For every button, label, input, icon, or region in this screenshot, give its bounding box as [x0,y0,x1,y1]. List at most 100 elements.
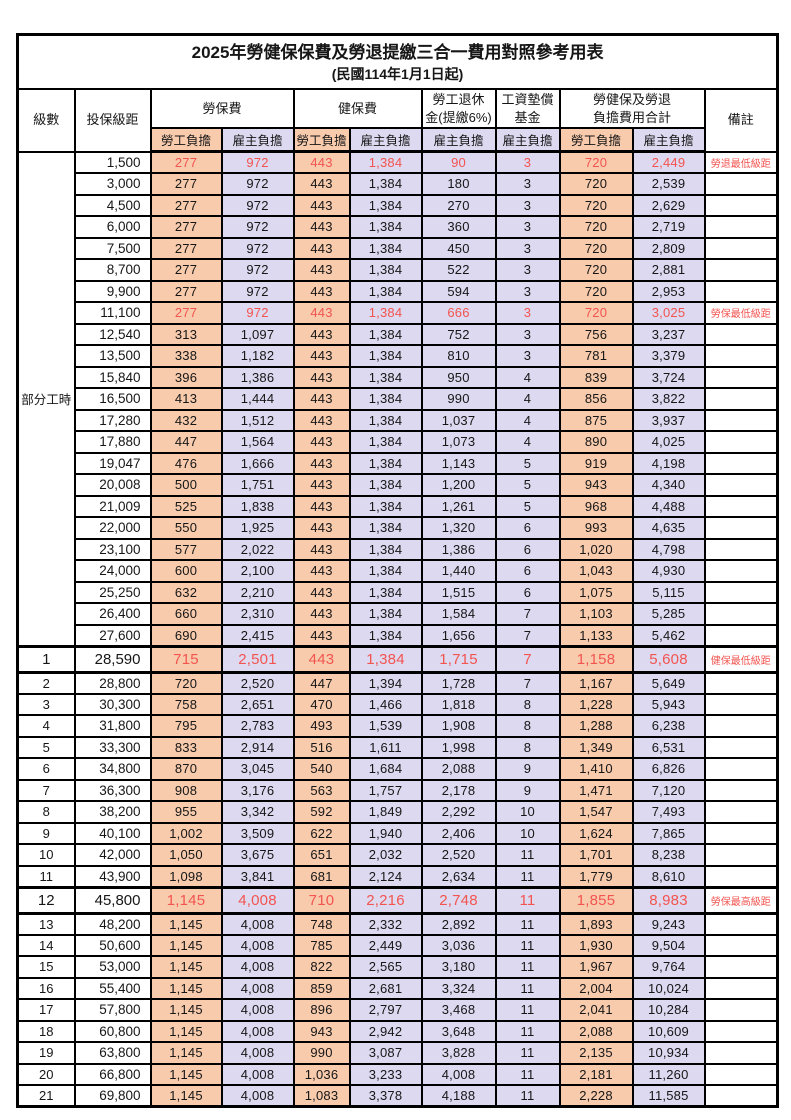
wage-fund-employer-fee: 6 [494,580,561,604]
pension-employer-fee: 1,320 [420,516,497,540]
labor-ins-employee-fee: 690 [149,623,223,647]
pension-employer-fee: 666 [420,301,497,325]
insured-bracket-cell: 1,500 [73,150,152,174]
level-cell: 5 [16,735,76,759]
total-employee-fee: 720 [558,193,634,217]
wage-fund-employer-fee: 3 [494,279,561,303]
pension-employer-fee: 522 [420,258,497,282]
pension-employer-fee: 1,386 [420,537,497,561]
pension-employer-fee: 2,088 [420,757,497,781]
health-ins-employer-fee: 1,394 [348,671,423,695]
labor-ins-employer-fee: 1,564 [220,430,295,454]
total-employee-fee: 1,288 [558,714,634,738]
wage-fund-employer-fee: 4 [494,365,561,389]
total-employer-fee: 2,539 [631,172,706,196]
table-row: 10 42,000 1,050 3,675 651 2,032 2,520 11 1,701 8,… [16,843,779,867]
total-employee-fee: 2,181 [558,1062,634,1086]
labor-ins-employee-fee: 1,145 [149,1062,223,1086]
pension-employer-fee: 990 [420,387,497,411]
total-employee-fee: 993 [558,516,634,540]
remark-cell [703,671,779,695]
remark-cell [703,387,779,411]
table-row: 23,100 577 2,022 443 1,384 1,386 6 1,020 4,798 [18,537,779,561]
col-header-bracket: 投保級距 [73,88,152,153]
pension-employer-fee: 360 [420,215,497,239]
total-employee-fee: 890 [558,430,634,454]
insured-bracket-cell: 50,600 [73,933,152,957]
total-employer-fee: 2,881 [631,258,706,282]
pension-employer-fee: 450 [420,236,497,260]
table-row: 27,600 690 2,415 443 1,384 1,656 7 1,133 5,462 [18,623,779,647]
total-employer-fee: 8,238 [631,843,706,867]
total-employee-fee: 968 [558,494,634,518]
health-ins-employer-fee: 2,124 [348,864,423,888]
health-ins-employee-fee: 470 [292,692,351,716]
wage-fund-employer-fee: 7 [494,602,561,626]
pension-employer-fee: 1,998 [420,735,497,759]
remark-cell [703,692,779,716]
insured-bracket-cell: 28,800 [73,671,152,695]
level-cell: 21 [16,1084,76,1108]
wage-fund-employer-fee: 11 [494,1084,561,1108]
total-employee-fee: 720 [558,258,634,282]
insured-bracket-cell: 11,100 [73,301,152,325]
pension-employer-fee: 1,656 [420,623,497,647]
labor-ins-employee-fee: 632 [149,580,223,604]
total-employee-fee: 1,471 [558,778,634,802]
health-ins-employee-fee: 990 [292,1041,351,1065]
total-employer-fee: 4,340 [631,473,706,497]
labor-ins-employer-fee: 4,008 [220,1041,295,1065]
labor-ins-employer-fee: 4,008 [220,976,295,1000]
total-employer-fee: 4,635 [631,516,706,540]
total-employee-fee: 856 [558,387,634,411]
labor-ins-employer-fee: 4,008 [220,955,295,979]
level-cell: 10 [16,843,76,867]
labor-ins-employee-fee: 447 [149,430,223,454]
labor-ins-employee-fee: 476 [149,451,223,475]
health-ins-employer-fee: 1,611 [348,735,423,759]
health-ins-employee-fee: 443 [292,559,351,583]
labor-ins-employer-fee: 1,097 [220,322,295,346]
labor-ins-employer-fee: 1,751 [220,473,295,497]
labor-ins-employee-fee: 277 [149,172,223,196]
labor-ins-employee-fee: 870 [149,757,223,781]
remark-cell [703,473,779,497]
remark-cell [703,494,779,518]
labor-ins-employee-fee: 550 [149,516,223,540]
wage-fund-employer-fee: 7 [494,623,561,647]
labor-ins-employer-fee: 972 [220,279,295,303]
labor-ins-employee-fee: 277 [149,236,223,260]
total-employer-fee: 10,609 [631,1019,706,1043]
remark-cell [703,451,779,475]
total-employee-fee: 1,855 [558,885,634,915]
insured-bracket-cell: 30,300 [73,692,152,716]
level-cell: 9 [16,821,76,845]
total-employee-fee: 1,779 [558,864,634,888]
insured-bracket-cell: 57,800 [73,998,152,1022]
table-row: 15,840 396 1,386 443 1,384 950 4 839 3,724 [18,365,779,389]
pension-employer-fee: 1,908 [420,714,497,738]
table-body: 部分工時 1,500 277 972 443 1,384 90 3 720 2,449 勞退最低級距… [16,150,779,1108]
table-row: 24,000 600 2,100 443 1,384 1,440 6 1,043 4,930 [18,559,779,583]
health-ins-employer-fee: 1,384 [348,193,423,217]
health-ins-employee-fee: 563 [292,778,351,802]
table-row: 13,500 338 1,182 443 1,384 810 3 781 3,379 [18,344,779,368]
remark-cell: 勞保最低級距 [703,301,779,325]
health-ins-employee-fee: 1,083 [292,1084,351,1108]
health-ins-employer-fee: 3,233 [348,1062,423,1086]
health-ins-employer-fee: 1,940 [348,821,423,845]
labor-ins-employee-fee: 577 [149,537,223,561]
pension-employer-fee: 594 [420,279,497,303]
remark-cell [703,537,779,561]
insured-bracket-cell: 40,100 [73,821,152,845]
wage-fund-employer-fee: 11 [494,976,561,1000]
health-ins-employer-fee: 2,681 [348,976,423,1000]
pension-employer-fee: 2,178 [420,778,497,802]
total-employee-fee: 756 [558,322,634,346]
health-ins-employer-fee: 1,384 [348,344,423,368]
pension-employer-fee: 1,261 [420,494,497,518]
health-ins-employee-fee: 681 [292,864,351,888]
total-employee-fee: 1,228 [558,692,634,716]
remark-cell [703,215,779,239]
total-employee-fee: 1,624 [558,821,634,845]
